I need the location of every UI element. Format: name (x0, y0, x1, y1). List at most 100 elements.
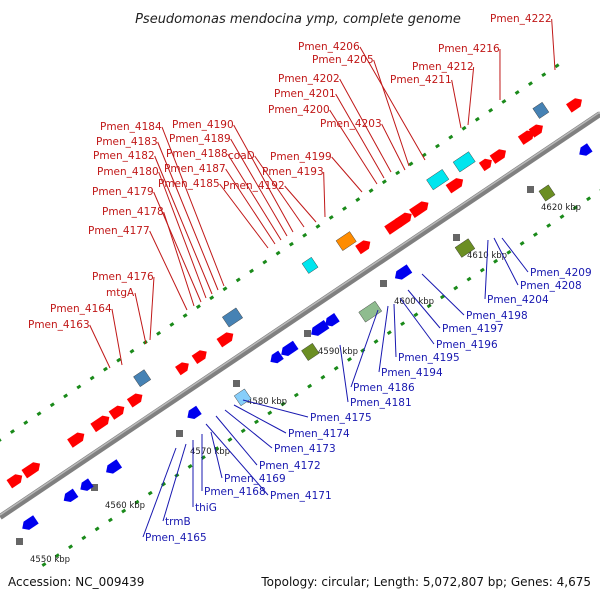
forward-gene-label: Pmen_4184 (100, 121, 162, 133)
tick-mark (466, 276, 472, 282)
forward-leader-line (329, 109, 378, 185)
forward-gene-label: Pmen_4206 (298, 41, 360, 53)
tick-mark (413, 312, 419, 318)
tick-mark (572, 205, 578, 211)
reverse-gene-arrow (106, 459, 123, 474)
tick-mark (408, 161, 414, 167)
tick-mark (288, 241, 294, 247)
gene-feature (538, 184, 556, 202)
tick-mark (381, 179, 387, 185)
forward-gene-label: coaD (228, 150, 255, 162)
forward-gene-arrow (126, 393, 143, 408)
reverse-leader-line (484, 239, 489, 300)
forward-leader-line (154, 155, 213, 295)
forward-gene-label: Pmen_4178 (102, 206, 164, 218)
tick-mark (355, 197, 361, 202)
tick-mark (373, 339, 379, 344)
gene-feature (233, 388, 252, 407)
reverse-leader-line (210, 431, 223, 479)
tick-label: 4590 kbp (318, 347, 358, 357)
genome-title: Pseudomonas mendocina ymp, complete geno… (135, 12, 461, 27)
reverse-gene-arrow (311, 319, 330, 336)
gene-feature (126, 393, 143, 408)
tick-gene-block (176, 430, 183, 437)
tick-mark (36, 411, 42, 417)
gene-feature (395, 212, 412, 228)
tick-mark (76, 384, 82, 390)
forward-leader-line (230, 138, 288, 237)
forward-leader-line (551, 18, 556, 71)
tick-mark (386, 330, 392, 335)
gene-feature (22, 515, 39, 530)
tick-mark (293, 392, 299, 398)
forward-leader-line (163, 211, 195, 307)
gene-feature (358, 300, 383, 323)
forward-gene-arrow (528, 124, 543, 138)
forward-gene-label: Pmen_4179 (92, 186, 154, 198)
tick-mark (315, 223, 321, 229)
tick-mark (169, 322, 175, 327)
reverse-leader-line (215, 415, 258, 466)
gene-feature (528, 124, 543, 138)
gene-block (532, 101, 550, 119)
forward-leader-line (111, 308, 123, 366)
gene-feature (478, 158, 492, 172)
reverse-gene-label: Pmen_4194 (381, 367, 443, 379)
tick-mark (307, 383, 313, 389)
forward-gene-label: Pmen_4188 (166, 148, 228, 160)
tick-mark (493, 258, 499, 264)
forward-gene-arrow (489, 149, 506, 164)
reverse-gene-label: Pmen_4175 (310, 412, 372, 424)
gene-feature (355, 240, 371, 255)
forward-gene-arrow (517, 130, 534, 145)
gene-feature (489, 149, 506, 164)
reverse-gene-arrow (394, 264, 413, 280)
forward-gene-label: Pmen_4183 (96, 136, 158, 148)
reverse-gene-label: trmB (165, 516, 191, 528)
forward-leader-line (451, 79, 462, 129)
tick-mark (275, 250, 281, 256)
tick-mark (249, 268, 255, 274)
reverse-gene-arrow (579, 143, 593, 156)
tick-mark (302, 232, 308, 238)
tick-mark (501, 99, 507, 104)
tick-mark (453, 285, 459, 291)
reverse-leader-line (399, 297, 435, 345)
forward-gene-label: Pmen_4216 (438, 43, 500, 55)
tick-mark (41, 562, 47, 567)
forward-gene-label: Pmen_4164 (50, 303, 112, 315)
forward-gene-arrow (478, 158, 492, 172)
forward-gene-label: Pmen_4176 (92, 271, 154, 283)
tick-mark (81, 535, 87, 541)
forward-gene-label: Pmen_4212 (412, 61, 474, 73)
forward-gene-label: Pmen_4193 (262, 166, 324, 178)
reverse-gene-label: Pmen_4208 (520, 280, 582, 292)
reverse-leader-line (350, 309, 379, 388)
tick-mark (474, 116, 480, 122)
accession-text: Accession: NC_009439 (8, 575, 144, 589)
gene-feature (394, 264, 413, 280)
reverse-leader-line (224, 409, 273, 449)
tick-mark (49, 402, 55, 408)
tick-mark (546, 223, 552, 228)
gene-block (222, 307, 243, 328)
tick-mark (156, 331, 162, 336)
gene-feature (579, 143, 593, 156)
forward-gene-arrow (355, 240, 371, 255)
reverse-gene-label: Pmen_4197 (442, 323, 504, 335)
gene-feature (106, 459, 123, 474)
gene-feature (216, 332, 234, 348)
gene-feature (6, 474, 23, 489)
gene-block (538, 184, 556, 202)
forward-gene-arrow (445, 178, 464, 194)
tick-mark (280, 401, 286, 407)
tick-mark (426, 303, 432, 309)
tick-gene-block (453, 234, 460, 241)
tick-mark (222, 286, 228, 292)
tick-gene-block (527, 186, 534, 193)
tick-mark (240, 428, 246, 434)
forward-leader-line (467, 66, 475, 126)
tick-mark (333, 365, 339, 371)
forward-gene-arrow (566, 98, 582, 113)
